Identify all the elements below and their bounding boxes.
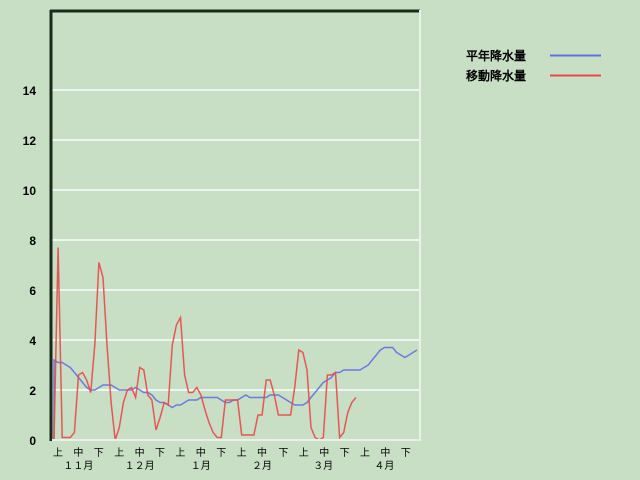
x-tick-month: ３月 bbox=[313, 460, 333, 472]
y-tick-label: 14 bbox=[23, 84, 37, 98]
y-tick-label: 12 bbox=[23, 134, 37, 148]
x-tick-dekad: 上 bbox=[360, 447, 370, 459]
x-tick-dekad: 中 bbox=[257, 446, 267, 459]
x-tick-dekad: 中 bbox=[380, 446, 390, 459]
x-tick-dekad: 中 bbox=[196, 446, 206, 459]
legend-label-moving: 移動降水量 bbox=[466, 68, 526, 83]
legend-label-normal: 平年降水量 bbox=[466, 48, 526, 63]
x-tick-dekad: 下 bbox=[94, 448, 104, 459]
x-tick-month: １月 bbox=[191, 460, 211, 472]
x-tick-dekad: 下 bbox=[216, 448, 226, 459]
x-tick-dekad: 下 bbox=[401, 448, 411, 459]
x-tick-month: １２月 bbox=[125, 460, 155, 472]
x-tick-dekad: 中 bbox=[73, 446, 83, 459]
series-line-moving bbox=[53, 247, 357, 441]
x-tick-dekad: 下 bbox=[340, 448, 350, 459]
x-tick-dekad: 中 bbox=[319, 446, 329, 459]
x-tick-dekad: 上 bbox=[53, 447, 63, 459]
x-tick-month: １１月 bbox=[63, 460, 93, 472]
y-tick-label: 2 bbox=[29, 384, 36, 398]
x-axis-ticks: 上中下上中下上中下上中下上中下上中下１１月 １２月 １月 ２月 ３月 ４月 bbox=[53, 446, 411, 472]
y-axis-ticks: 0 2 4 6 8 10 12 14 bbox=[23, 84, 37, 448]
y-tick-label: 0 bbox=[29, 434, 36, 448]
gridlines bbox=[52, 89, 420, 391]
x-tick-month: ２月 bbox=[252, 460, 272, 472]
x-tick-dekad: 下 bbox=[155, 448, 165, 459]
x-tick-month: ４月 bbox=[374, 460, 394, 472]
y-tick-label: 4 bbox=[29, 334, 36, 348]
x-tick-dekad: 上 bbox=[175, 447, 185, 459]
x-tick-dekad: 上 bbox=[299, 447, 309, 459]
series-lines bbox=[53, 247, 418, 441]
x-tick-dekad: 下 bbox=[278, 448, 288, 459]
y-tick-label: 6 bbox=[29, 284, 36, 298]
y-tick-label: 8 bbox=[29, 234, 36, 248]
x-tick-dekad: 上 bbox=[114, 447, 124, 459]
x-tick-dekad: 上 bbox=[237, 447, 247, 459]
y-tick-label: 10 bbox=[23, 184, 37, 198]
x-tick-dekad: 中 bbox=[135, 446, 145, 459]
legend: 平年降水量 移動降水量 bbox=[466, 48, 601, 83]
